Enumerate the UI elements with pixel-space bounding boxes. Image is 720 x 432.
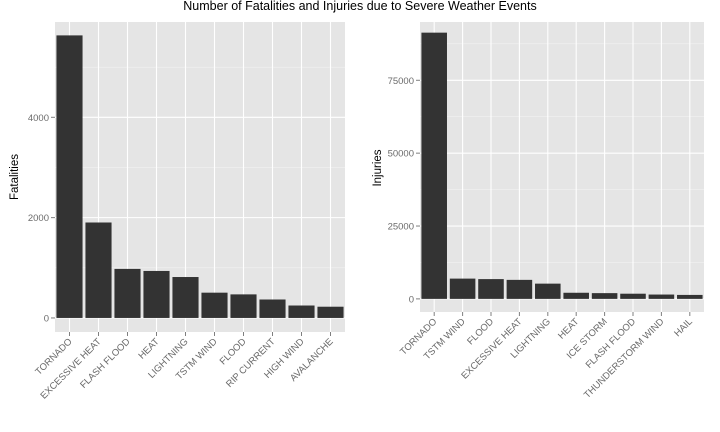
x-tick-label: FLASH FLOOD (584, 316, 639, 371)
x-tick-label: HEAT (556, 316, 581, 341)
x-tick-label: FLASH FLOOD (78, 336, 133, 391)
chart-title: Number of Fatalities and Injuries due to… (183, 0, 536, 13)
bar-excessive-heat (506, 279, 533, 299)
bar-tstm-wind (449, 278, 476, 299)
panel-background (420, 22, 704, 312)
bar-thunderstorm-wind (648, 294, 675, 299)
bar-rip-current (259, 299, 286, 318)
bar-heat (143, 270, 170, 318)
x-tick-label: HAIL (672, 316, 695, 339)
y-tick-label: 75000 (388, 76, 414, 87)
y-tick-label: 2000 (28, 213, 49, 224)
bar-high-wind (288, 305, 315, 318)
bar-flood (230, 294, 257, 318)
bar-tornado (421, 32, 447, 299)
y-tick-label: 4000 (28, 113, 49, 124)
bar-heat (563, 292, 589, 299)
bar-lightning (172, 277, 199, 318)
bar-avalanche (317, 306, 344, 318)
x-tick-label: HEAT (136, 336, 161, 361)
bar-flash-flood (620, 293, 646, 299)
bar-tstm-wind (201, 292, 228, 318)
bar-flash-flood (114, 268, 141, 318)
bar-ice-storm (591, 293, 618, 299)
bar-flood (478, 279, 504, 299)
y-axis-title: Fatalities (9, 154, 21, 200)
bar-lightning (535, 283, 561, 299)
y-tick-label: 0 (409, 294, 414, 305)
y-tick-label: 50000 (388, 149, 414, 160)
bar-hail (677, 294, 703, 299)
bar-tornado (56, 35, 83, 318)
y-tick-label: 25000 (388, 222, 414, 233)
y-tick-label: 0 (44, 313, 49, 324)
bar-excessive-heat (85, 222, 112, 318)
y-axis-title: Injuries (372, 149, 384, 186)
